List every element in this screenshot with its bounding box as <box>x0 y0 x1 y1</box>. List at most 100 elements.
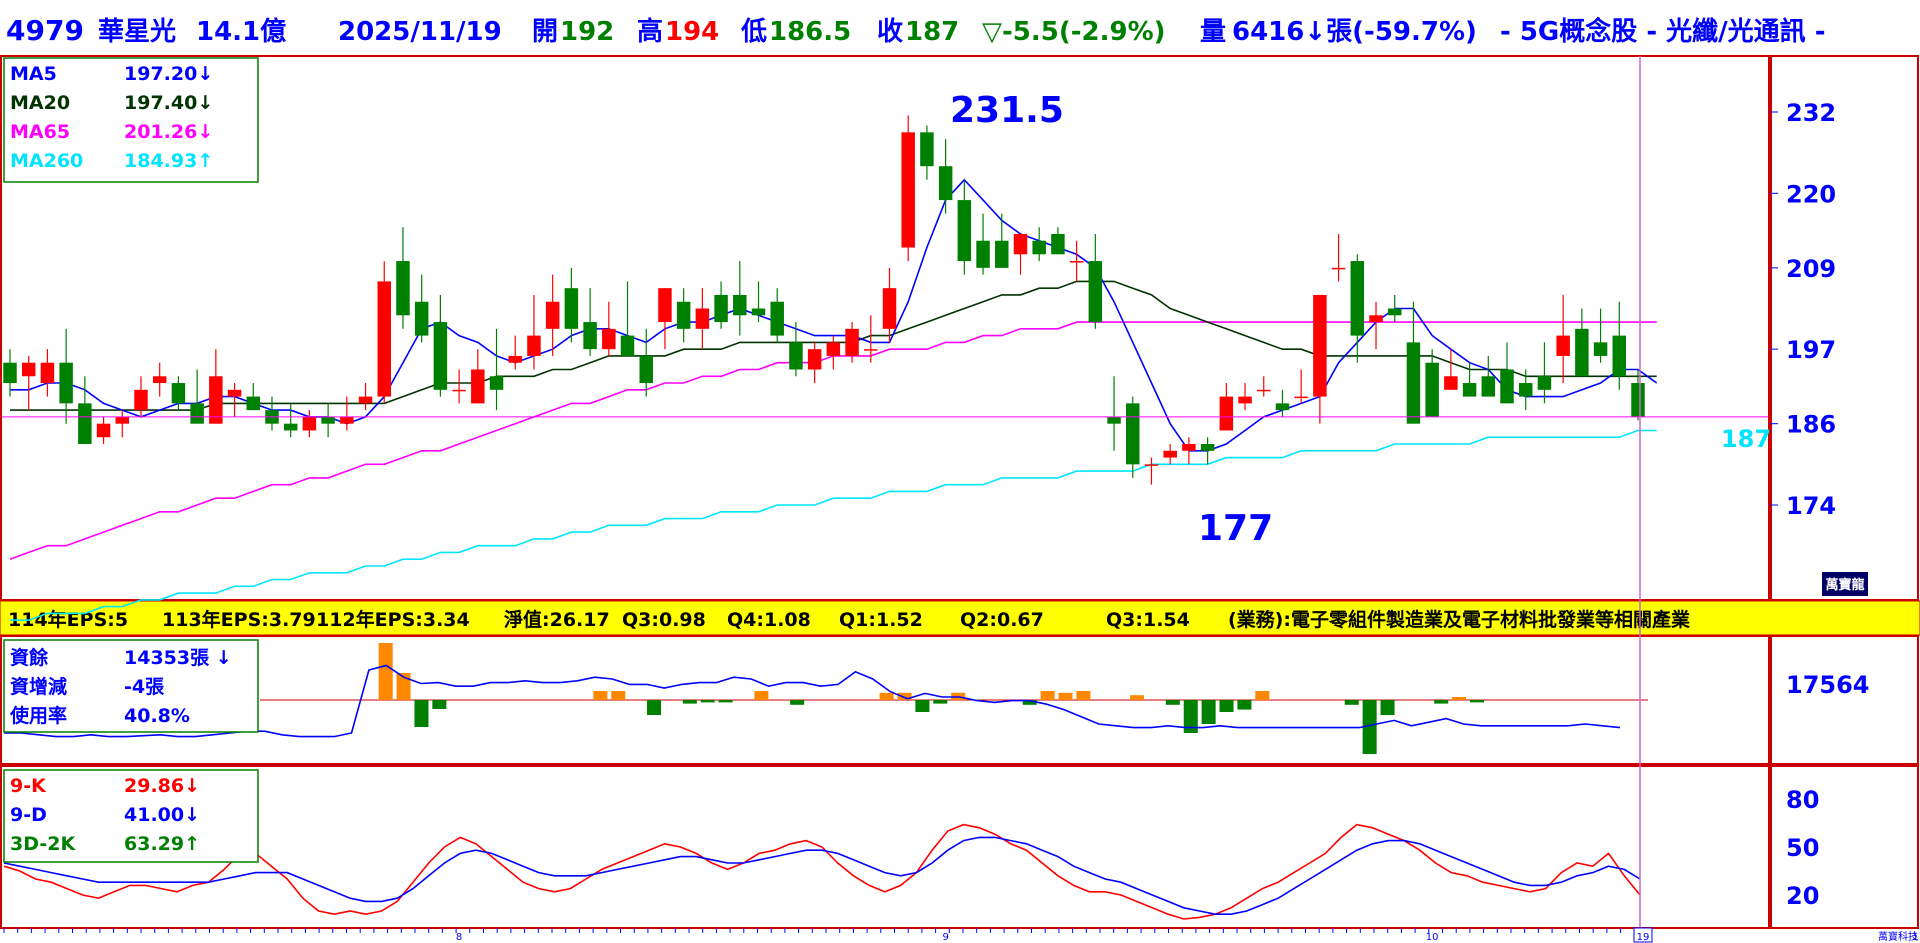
candle-body <box>957 200 972 262</box>
price-axis-frame <box>1770 55 1919 601</box>
candle <box>1200 437 1215 465</box>
candle-body <box>938 166 953 201</box>
margin-bar <box>1237 700 1252 710</box>
candle-body <box>471 369 485 404</box>
high-price: 194 <box>665 17 719 47</box>
eps-bar: 114年EPS:5 113年EPS:3.79 112年EPS:3.34 淨值:26.1… <box>0 600 1920 636</box>
legend-value: 14353張 ↓ <box>124 647 232 669</box>
price-legend: MA5 197.20↓ MA20 197.40↓ MA65 201.26↓ MA260 184… <box>3 57 259 183</box>
candle-body <box>845 328 859 356</box>
candle <box>545 274 560 356</box>
candle <box>658 288 672 350</box>
candle <box>1575 308 1589 377</box>
cursor-date-label: 19 <box>1637 932 1650 943</box>
legend-value: 63.29↑ <box>124 833 200 855</box>
candle-body <box>714 294 728 323</box>
candle-body <box>583 322 597 350</box>
peak-annotation: 231.5 <box>950 90 1064 131</box>
eps-item: 淨值:26.17 <box>504 608 610 631</box>
candle <box>1032 227 1046 262</box>
candle-body <box>995 240 1009 268</box>
candle-body <box>1425 362 1439 417</box>
candle-body <box>658 288 672 323</box>
candle <box>115 410 130 438</box>
header-bar: 4979 華星光 14.1億 2025/11/19 開 192 高 194 低 … <box>6 14 1826 47</box>
margin-tick-label: 17564 <box>1786 671 1870 699</box>
margin-bar <box>915 700 930 712</box>
kd-tick-label: 50 <box>1786 834 1819 862</box>
margin-bar <box>1344 700 1359 705</box>
candle <box>302 410 317 438</box>
kd-legend: 9-K 29.86↓ 9-D 41.00↓ 3D-2K 63.29↑ <box>3 769 259 863</box>
eps-item: Q2:0.67 <box>960 609 1044 631</box>
margin-bar <box>593 691 608 700</box>
margin-bar <box>933 700 948 704</box>
price-tick-label: 174 <box>1786 492 1836 520</box>
candle-body <box>1219 396 1234 431</box>
candle-body <box>3 362 17 384</box>
candle <box>1537 342 1552 404</box>
margin-bar <box>1040 691 1055 700</box>
candle <box>1444 349 1458 390</box>
date-axis: 8 9 10 11 <box>3 928 1920 943</box>
margin-bar <box>1058 692 1073 700</box>
candle <box>1313 294 1327 424</box>
candle <box>3 349 17 397</box>
candle-body <box>751 308 766 316</box>
candle <box>321 403 335 438</box>
candle-body <box>396 261 410 316</box>
margin-bar <box>1434 700 1449 704</box>
candle-body <box>377 281 391 397</box>
watermark-logo: 萬寶龍 <box>1825 577 1864 593</box>
candle <box>527 294 541 370</box>
candle-body <box>171 383 186 404</box>
candle <box>1294 369 1308 404</box>
eps-item: 112年EPS:3.34 <box>316 608 470 631</box>
candle-body <box>1182 444 1196 451</box>
candle <box>508 335 522 370</box>
candle-body <box>1051 233 1065 255</box>
margin-bar <box>1165 700 1180 705</box>
margin-bar <box>1130 695 1145 700</box>
candle <box>789 322 803 377</box>
candle <box>920 125 934 180</box>
candle <box>1051 227 1065 255</box>
candle-body <box>1032 240 1046 255</box>
candle <box>1257 376 1271 397</box>
ma260-line <box>10 429 1657 622</box>
candle <box>583 288 597 356</box>
margin-axis-frame <box>1770 635 1919 765</box>
low-label: 低 <box>740 17 767 47</box>
candle-body <box>1556 335 1570 356</box>
candle-body <box>1238 396 1252 404</box>
kd-tick-label: 80 <box>1786 786 1819 814</box>
open-label: 開 <box>532 17 558 47</box>
candle-body <box>21 362 36 377</box>
watermark-box <box>1822 572 1868 596</box>
legend-value: 40.8% <box>124 705 190 727</box>
candle <box>995 213 1009 268</box>
candle <box>770 288 784 343</box>
candle <box>452 369 466 404</box>
candle <box>1163 444 1177 465</box>
candle-body <box>1069 261 1084 263</box>
candle-body <box>59 362 73 404</box>
candle-body <box>1126 403 1140 465</box>
candle-body <box>1612 335 1627 377</box>
low-price: 186.5 <box>769 17 851 47</box>
candle <box>134 376 148 417</box>
kd-panel-frame <box>0 765 1770 929</box>
candle <box>21 355 36 411</box>
candle <box>676 288 691 343</box>
price-tick-label: 197 <box>1786 336 1836 364</box>
legend-label: MA5 <box>10 63 57 85</box>
candle-body <box>1500 369 1514 404</box>
candle <box>1069 240 1084 282</box>
candle <box>396 227 410 329</box>
candle <box>714 281 728 329</box>
candle-body <box>340 416 354 424</box>
legend-label: 9-K <box>10 775 47 797</box>
candle-body <box>1350 261 1365 336</box>
close-label: 收 <box>877 17 903 47</box>
